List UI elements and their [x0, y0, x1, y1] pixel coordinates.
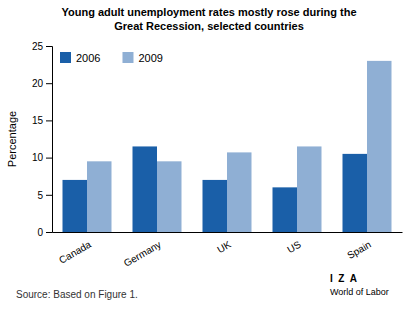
legend-swatch — [60, 52, 71, 63]
y-tick: 20 — [32, 78, 52, 89]
legend-swatch — [122, 52, 133, 63]
y-tick: 5 — [37, 190, 52, 201]
chart-svg: Young adult unemployment rates mostly ro… — [0, 0, 418, 312]
legend-label: 2009 — [138, 52, 162, 64]
bar-series — [87, 61, 392, 232]
y-tick: 10 — [32, 152, 52, 163]
x-tick-label: UK — [215, 239, 233, 256]
bar — [63, 180, 88, 232]
bar — [87, 161, 112, 232]
legend-label: 2006 — [76, 52, 100, 64]
title: Young adult unemployment rates mostly ro… — [62, 6, 357, 32]
bar-series — [63, 146, 368, 232]
y-tick-label: 25 — [32, 41, 44, 52]
bar — [203, 180, 228, 232]
x-tick: Canada — [57, 238, 93, 265]
y-tick-mark — [46, 83, 52, 84]
y-tick-label: 5 — [37, 190, 43, 201]
x-tick-label: Canada — [57, 238, 93, 265]
title-line: Great Recession, selected countries — [114, 20, 304, 32]
y-tick-label: 0 — [37, 227, 43, 238]
x-tick-label: US — [285, 239, 303, 256]
x-tick: Germany — [122, 239, 163, 269]
y-tick-label: 10 — [32, 152, 44, 163]
bar — [133, 146, 158, 232]
y-tick-mark — [46, 195, 52, 196]
y-tick-label: 15 — [32, 115, 44, 126]
legend-item: 2009 — [122, 52, 162, 64]
x-tick: Spain — [345, 239, 373, 261]
bar — [343, 154, 368, 232]
legend-item: 2006 — [60, 52, 100, 64]
legend: 2006 2009 — [60, 52, 163, 64]
y-tick: 15 — [32, 115, 52, 126]
x-axis-line — [53, 232, 403, 233]
y-tick: 0 — [37, 227, 52, 238]
x-tick: US — [285, 239, 303, 256]
y-axis-title: Percentage — [6, 111, 18, 167]
x-tick-label: Germany — [122, 239, 163, 269]
y-tick-mark — [46, 232, 52, 233]
y-axis-line — [46, 47, 53, 233]
y-tick: 25 — [32, 41, 52, 52]
logo-text: World of Labor — [330, 287, 389, 297]
logo-text: I Z A — [330, 273, 357, 284]
chart-container: Young adult unemployment rates mostly ro… — [0, 0, 418, 312]
bar — [367, 61, 392, 232]
bar — [227, 152, 252, 232]
source-note: Source: Based on Figure 1. — [16, 289, 138, 300]
title-line: Young adult unemployment rates mostly ro… — [62, 6, 357, 18]
bar — [273, 187, 298, 232]
bar — [157, 161, 182, 232]
x-axis: Canada Germany UK US Spain — [53, 233, 403, 269]
y-tick-mark — [46, 120, 52, 121]
bar — [297, 146, 322, 232]
bars — [63, 61, 392, 232]
plot: 0 5 10 15 20 25 Percentage Canada Germany UK US Spa… — [6, 41, 403, 269]
y-tick-mark — [46, 158, 52, 159]
y-tick-mark — [46, 46, 52, 47]
x-tick: UK — [215, 239, 233, 256]
x-tick-label: Spain — [345, 239, 373, 261]
y-axis: 0 5 10 15 20 25 — [32, 41, 53, 238]
y-tick-label: 20 — [32, 78, 44, 89]
